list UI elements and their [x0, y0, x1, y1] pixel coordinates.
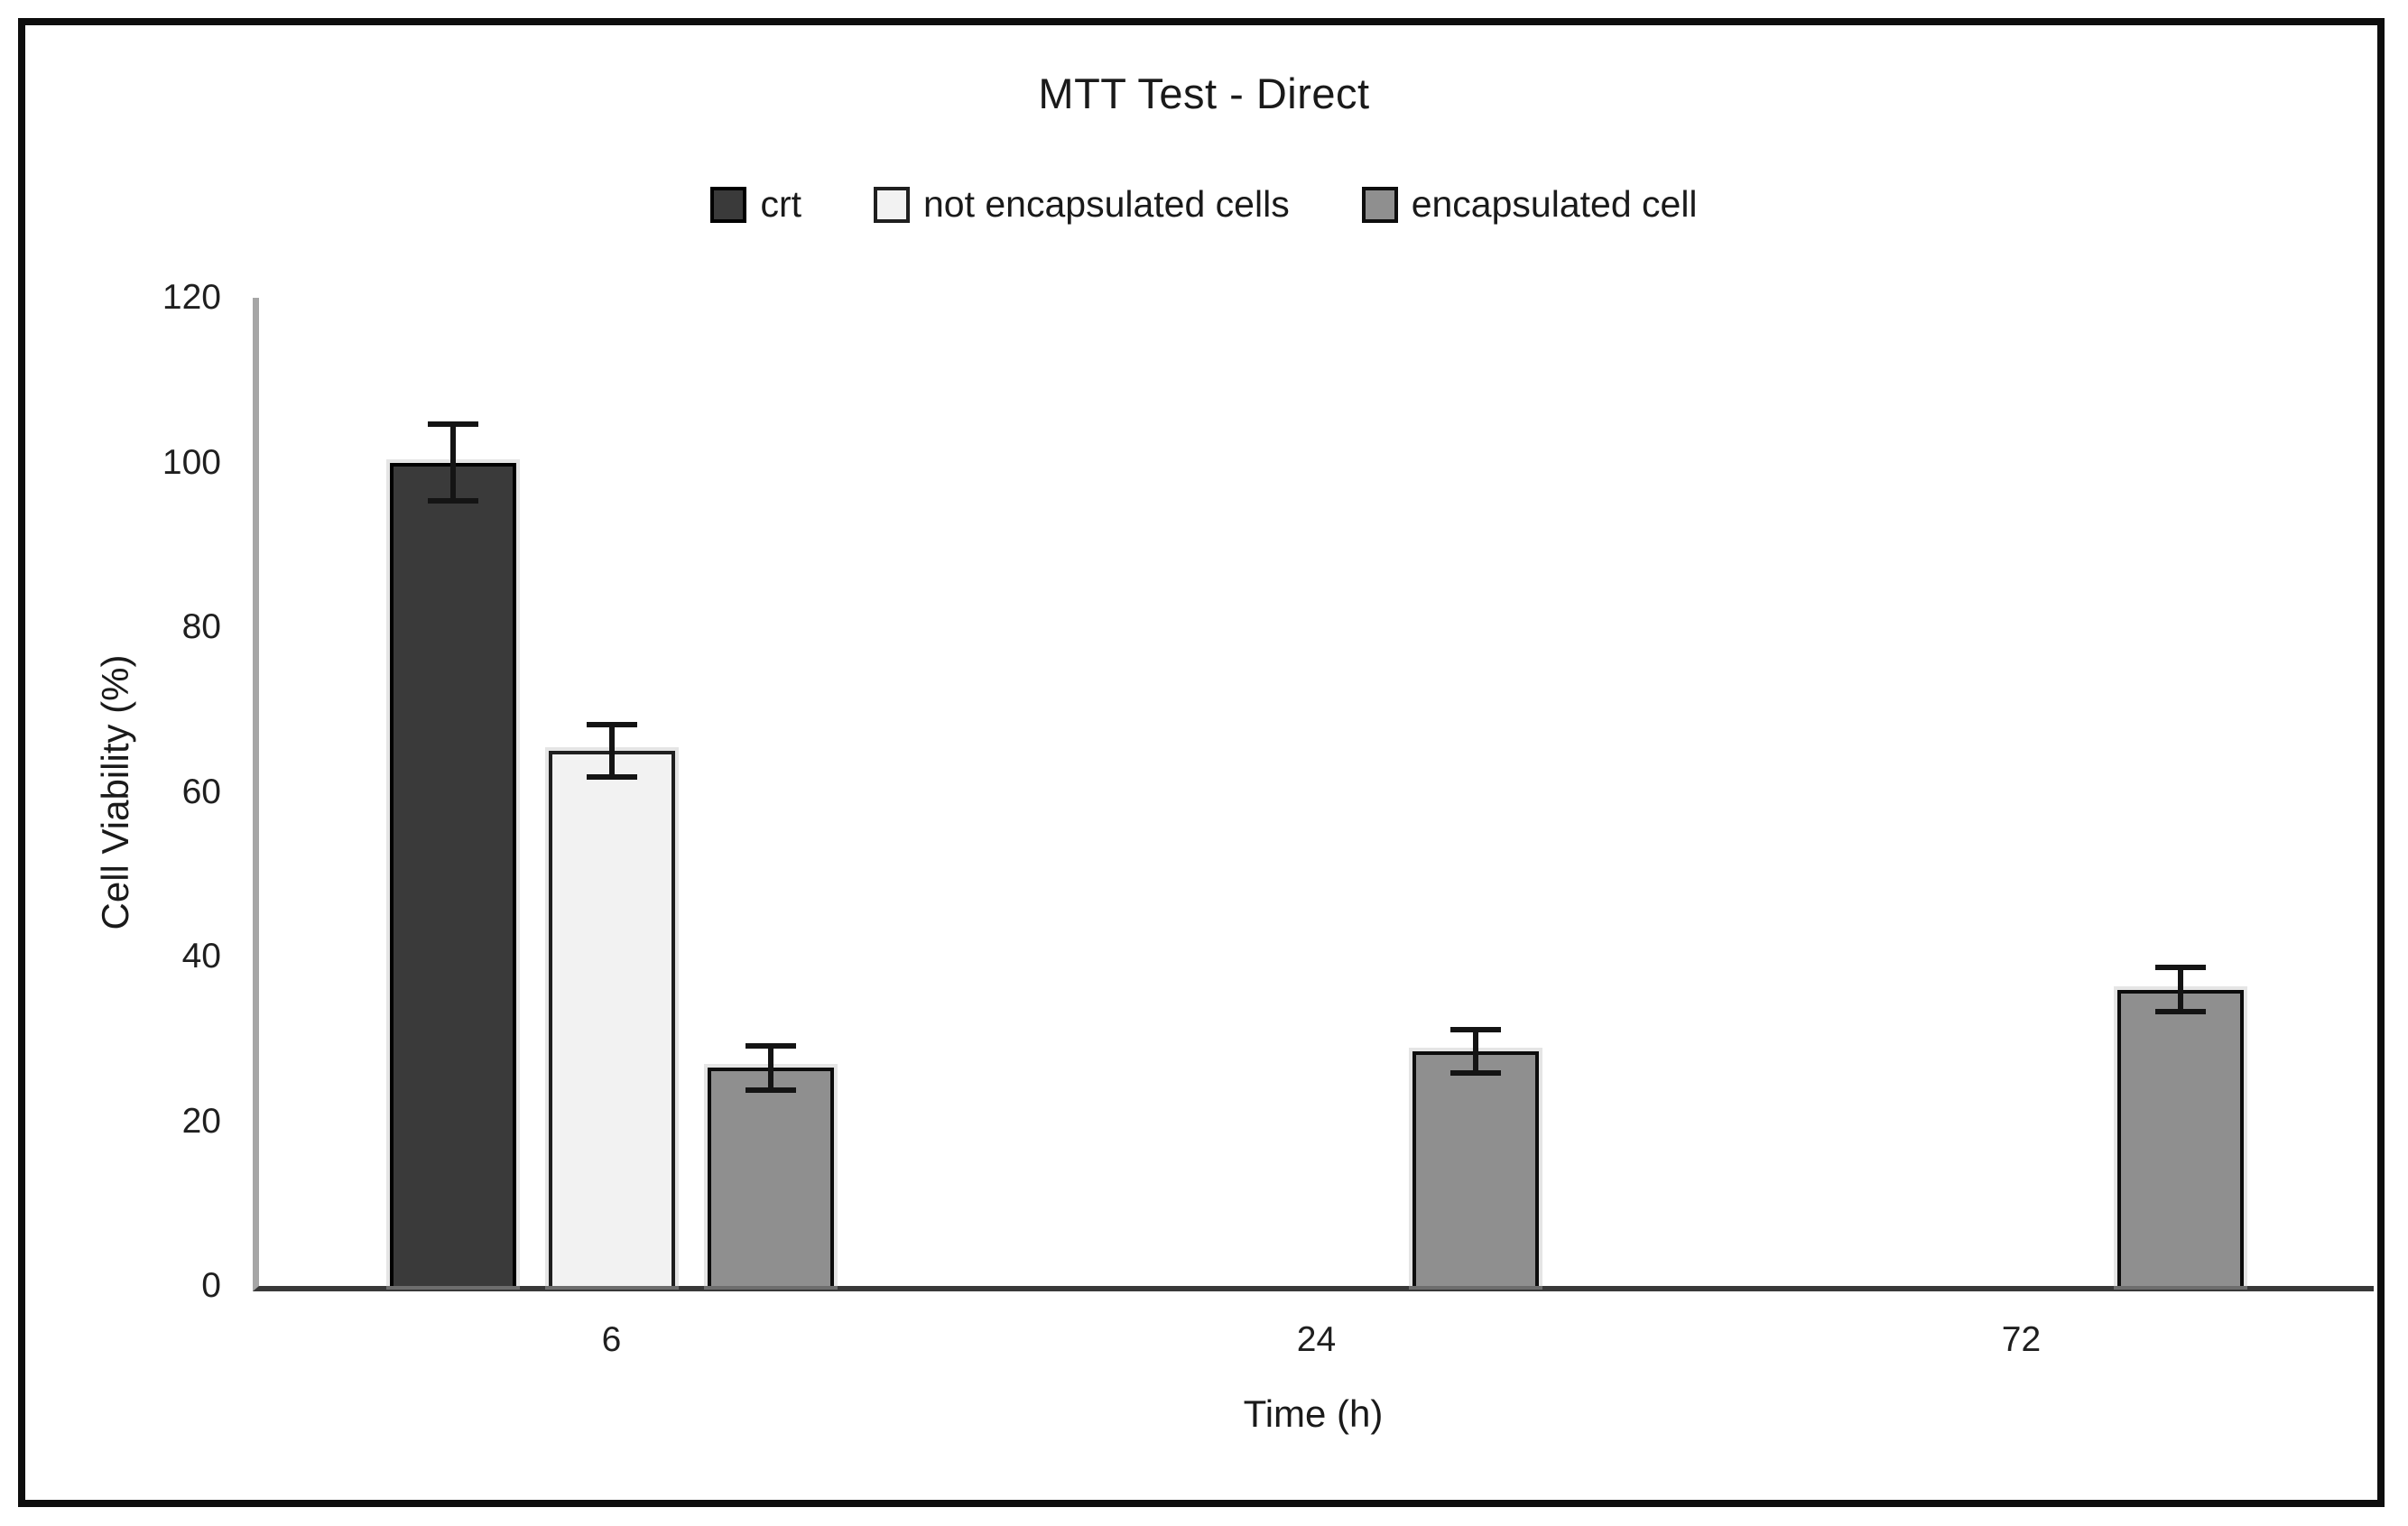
- y-tick-label: 120: [162, 278, 221, 317]
- error-bar: [1449, 1026, 1501, 1077]
- bar-not-encapsulated-cells-6h: [548, 750, 675, 1286]
- error-bar: [745, 1042, 796, 1093]
- legend-swatch-icon: [710, 186, 747, 223]
- bar-encapsulated-cell-6h: [707, 1068, 834, 1286]
- y-tick-label: 60: [181, 772, 221, 811]
- chart-legend: crt not encapsulated cells encapsulated ce…: [0, 183, 2408, 226]
- error-bar-cap: [586, 773, 637, 780]
- legend-item-encapsulated-cell: encapsulated cell: [1361, 183, 1698, 226]
- bar-encapsulated-cell-24h: [1412, 1050, 1539, 1286]
- error-bar-stem: [1472, 1026, 1478, 1077]
- error-bar: [586, 721, 637, 780]
- legend-label: not encapsulated cells: [922, 183, 1290, 225]
- y-tick-label: 80: [181, 607, 221, 646]
- error-bar-cap: [745, 1087, 796, 1093]
- legend-label: crt: [760, 183, 801, 225]
- error-bar-stem: [767, 1042, 773, 1093]
- legend-swatch-icon: [873, 186, 910, 223]
- error-bar-cap: [2154, 1008, 2206, 1014]
- y-tick-label: 40: [181, 937, 221, 976]
- y-tick-label: 0: [201, 1266, 221, 1305]
- y-tick-label: 20: [181, 1101, 221, 1141]
- error-bar-stem: [608, 721, 615, 780]
- x-tick-label: 6: [601, 1320, 622, 1359]
- chart-title: MTT Test - Direct: [1038, 69, 1370, 117]
- plot-area: [253, 298, 2374, 1291]
- legend-swatch-icon: [1361, 186, 1398, 223]
- error-bar-stem: [449, 421, 456, 504]
- error-bar: [427, 421, 478, 504]
- y-tick-label: 100: [162, 442, 221, 482]
- legend-item-crt: crt: [710, 183, 801, 226]
- x-tick-label: 72: [2001, 1320, 2042, 1359]
- legend-label: encapsulated cell: [1411, 183, 1698, 225]
- legend-item-not-encapsulated-cells: not encapsulated cells: [873, 183, 1290, 226]
- error-bar-cap: [1449, 1070, 1501, 1077]
- bar-crt-6h: [389, 462, 516, 1286]
- figure-border-frame: [18, 18, 2385, 1507]
- x-tick-label: 24: [1296, 1320, 1337, 1359]
- error-bar: [2154, 965, 2206, 1014]
- x-axis-title: Time (h): [1243, 1392, 1384, 1435]
- error-bar-cap: [427, 498, 478, 504]
- error-bar-stem: [2177, 965, 2183, 1014]
- bar-encapsulated-cell-72h: [2116, 989, 2244, 1286]
